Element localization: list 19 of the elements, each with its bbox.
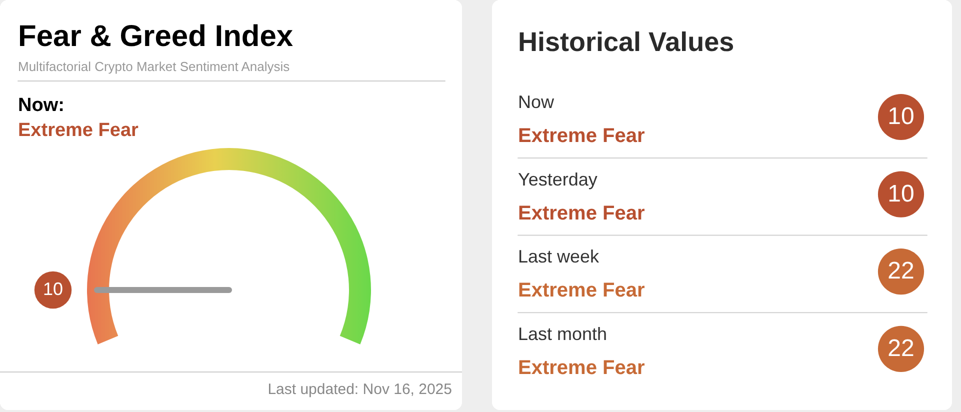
- text: Historical Values: [518, 27, 734, 57]
- category-label: Extreme Fear: [518, 280, 645, 302]
- data-label: 10: [888, 180, 914, 208]
- category-label: Extreme Fear: [18, 120, 140, 141]
- category-label: Extreme Fear: [518, 356, 645, 379]
- data-label: 22: [888, 258, 914, 285]
- text: Fear & Greed Index: [18, 20, 294, 53]
- data-label: 10: [42, 279, 64, 299]
- text: Multifactorial Crypto Market Sentiment Analysis: [18, 59, 290, 74]
- data-label: 10: [888, 103, 914, 130]
- text: Now:: [18, 95, 64, 116]
- data-label: 22: [888, 334, 914, 362]
- category-label: Last week: [518, 246, 600, 267]
- category-label: Yesterday: [518, 169, 598, 190]
- category-label: Extreme Fear: [518, 125, 645, 147]
- text: Last updated: Nov 16, 2025: [268, 381, 452, 398]
- category-label: Now: [518, 92, 556, 112]
- category-label: Extreme Fear: [518, 202, 645, 224]
- category-label: Last month: [518, 324, 608, 344]
